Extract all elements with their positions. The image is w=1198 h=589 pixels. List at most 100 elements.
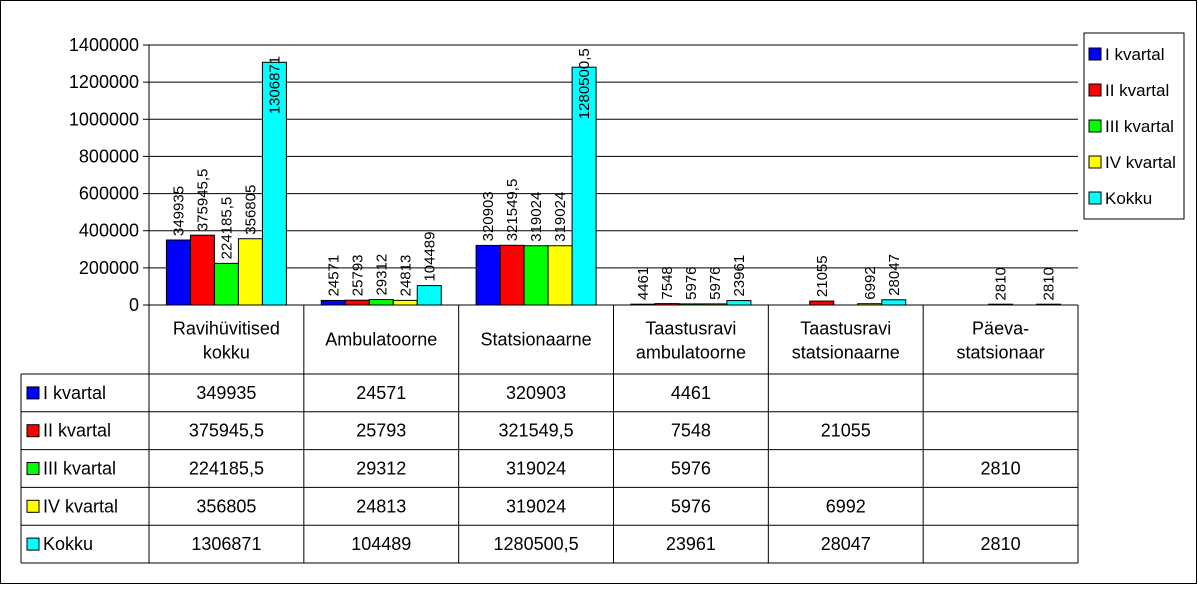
table-cell-value: 28047 (821, 534, 871, 554)
table-cell-value: 104489 (351, 534, 411, 554)
legend-entry: II kvartal (1105, 81, 1169, 100)
category-label: kokku (203, 343, 250, 363)
table-cell-value: 1280500,5 (494, 534, 579, 554)
bar (881, 299, 907, 306)
bar (392, 299, 418, 306)
y-tick-label: 1200000 (69, 72, 139, 92)
data-label: 320903 (480, 191, 497, 241)
legend-swatch (1088, 83, 1102, 97)
data-label: 24571 (325, 255, 342, 297)
category-label: Taastusravi (645, 319, 736, 339)
legend-swatch (1088, 47, 1102, 61)
series-row-label: I kvartal (43, 383, 106, 403)
data-label: 375945,5 (194, 169, 211, 232)
data-label: 2810 (1041, 267, 1058, 300)
y-tick-label: 600000 (79, 184, 139, 204)
data-label: 6992 (862, 266, 879, 299)
series-key-swatch (26, 499, 40, 513)
series-row-label: Kokku (43, 534, 93, 554)
data-label: 21055 (814, 255, 831, 297)
bar (571, 66, 597, 306)
bar (809, 300, 835, 306)
data-label: 25793 (349, 254, 366, 296)
bar (416, 285, 442, 306)
data-label: 24813 (397, 255, 414, 297)
data-label: 104489 (421, 232, 438, 282)
table-cell-value: 2810 (981, 534, 1021, 554)
category-label: Päeva- (972, 319, 1029, 339)
data-label: 4461 (635, 267, 652, 300)
category-label: Ravihüvitised (173, 319, 280, 339)
series-key-swatch (26, 386, 40, 400)
table-cell-value: 7548 (671, 421, 711, 441)
bar (726, 300, 752, 306)
category-label: Ambulatoorne (325, 330, 437, 350)
category-label: ambulatoorne (636, 343, 746, 363)
bars (165, 61, 1062, 306)
bar (237, 238, 263, 306)
series-key-swatch (26, 537, 40, 551)
data-label: 7548 (659, 266, 676, 299)
legend-entry: IV kvartal (1105, 153, 1176, 172)
legend-entry: Kokku (1105, 189, 1152, 208)
table-cell-value: 6992 (826, 496, 866, 516)
data-label: 5976 (707, 267, 724, 300)
bar (523, 245, 549, 306)
series-key-swatch (26, 462, 40, 475)
table-cell-value: 356805 (196, 496, 256, 516)
bar (547, 245, 573, 306)
table-cell-value: 375945,5 (189, 421, 264, 441)
data-label: 319024 (552, 192, 569, 242)
legend-entry: III kvartal (1105, 117, 1174, 136)
bar (368, 299, 394, 306)
series-row-label: IV kvartal (43, 496, 118, 516)
legend-swatch (1088, 191, 1102, 205)
data-label: 28047 (886, 254, 903, 296)
table-cell-value: 2810 (981, 459, 1021, 479)
bar (213, 262, 239, 306)
legend-swatch (1088, 119, 1102, 133)
table-cell-value: 319024 (506, 459, 566, 479)
series-row-label: II kvartal (43, 421, 111, 441)
bar (189, 234, 215, 306)
data-label: 321549,5 (504, 179, 521, 242)
table-cell-value: 21055 (821, 421, 871, 441)
bar (320, 299, 346, 306)
data-table: Ravihüvitised kokku Ambulatoorne Statsionaa… (20, 304, 1079, 564)
data-label: 319024 (528, 192, 545, 242)
table-cell-value: 4461 (671, 383, 711, 403)
data-label: 2810 (993, 267, 1010, 300)
data-label: 23961 (731, 255, 748, 297)
series-key-swatch (26, 424, 40, 438)
bar (344, 299, 370, 306)
category-label: Statsionaarne (481, 330, 592, 350)
y-tick-label: 1400000 (69, 35, 139, 55)
data-label: 1280500,5 (576, 48, 593, 119)
data-label: 5976 (683, 267, 700, 300)
table-cell-value: 24813 (356, 496, 406, 516)
y-tick-label: 800000 (79, 146, 139, 166)
y-tick-label: 0 (129, 295, 139, 315)
category-label: statsionaar (957, 343, 1045, 363)
legend: I kvartal II kvartal III kvartal IV kvartal… (1083, 32, 1185, 220)
table-cell-value: 29312 (356, 459, 406, 479)
table-cell-value: 5976 (671, 459, 711, 479)
data-label: 1306871 (266, 56, 283, 114)
y-tick-label: 200000 (79, 258, 139, 278)
axes: 0 200000 400000 600000 800000 1000000 1200000 1… (69, 35, 150, 315)
data-labels: 349935 375945,5 224185,5 356805 1306871 24571… (170, 48, 1057, 300)
table-cell-value: 25793 (356, 421, 406, 441)
table-cell-value: 5976 (671, 496, 711, 516)
y-tick-label: 1000000 (69, 109, 139, 129)
data-label: 356805 (242, 185, 259, 235)
table-cell-value: 349935 (196, 383, 256, 403)
gridlines (149, 44, 1078, 269)
table-cell-value: 319024 (506, 496, 566, 516)
legend-swatch (1088, 155, 1102, 169)
data-label: 224185,5 (218, 197, 235, 260)
data-label: 29312 (373, 254, 390, 296)
table-cell-value: 321549,5 (499, 421, 574, 441)
data-label: 349935 (170, 186, 187, 236)
